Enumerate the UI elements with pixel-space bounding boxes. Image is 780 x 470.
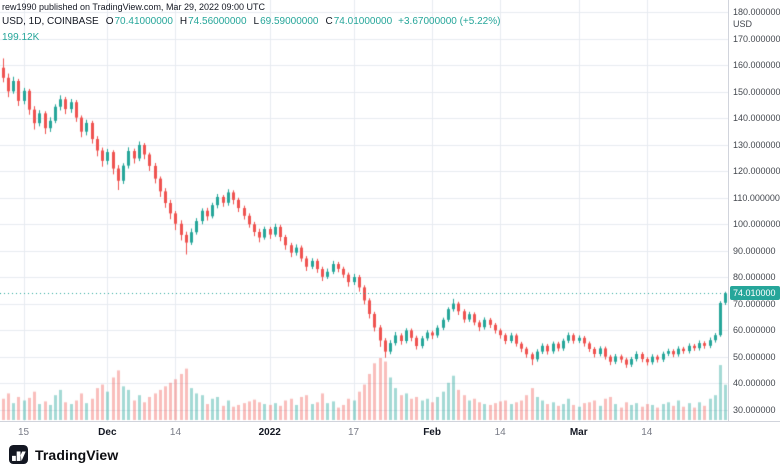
price-axis-label: 170.000000 <box>733 33 780 44</box>
price-axis[interactable]: 180.000000 170.000000 160.000000 150.000000… <box>728 0 780 421</box>
time-axis-label: 15 <box>18 427 30 438</box>
price-axis-label: 140.000000 <box>733 113 780 124</box>
price-axis-label: 110.000000 <box>733 192 780 203</box>
chart-header: rew1990 published on TradingView.com, Ma… <box>2 2 500 43</box>
price-axis-label: 60.000000 <box>733 325 776 336</box>
price-axis-label: 130.000000 <box>733 139 780 150</box>
ohlc-value: 74.56000000 <box>188 16 247 27</box>
last-price-label: 74.010000 <box>730 286 780 301</box>
attribution-line: rew1990 published on TradingView.com, Ma… <box>2 2 265 12</box>
time-axis-label: 14 <box>169 427 182 438</box>
ohlc-label: O <box>105 16 114 27</box>
price-axis-label: 160.000000 <box>733 60 780 71</box>
tradingview-wordmark[interactable]: TradingView <box>35 446 119 463</box>
ohlc-value: 69.59000000 <box>260 16 319 27</box>
price-axis-unit: USD <box>733 19 753 29</box>
ohlc-value: 74.01000000 <box>333 16 393 27</box>
price-axis-label: 40.000000 <box>733 378 776 389</box>
time-axis-label: Feb <box>423 427 441 438</box>
tradingview-branding: TradingView <box>9 445 118 464</box>
time-axis-label: 17 <box>347 427 360 438</box>
time-axis-label: Mar <box>569 427 588 438</box>
price-axis-label: 80.000000 <box>733 272 776 283</box>
ohlc-label: C <box>325 16 333 27</box>
price-axis-label: 90.000000 <box>733 245 776 256</box>
time-axis-label: 14 <box>494 427 506 438</box>
price-axis-label: 180.000000 <box>733 7 780 17</box>
volume-value: 199.12K <box>2 32 40 43</box>
ohlc-values: O70.41000000 H74.56000000 L69.59000000 C74.… <box>99 16 392 27</box>
ohlc-value: 70.41000000 <box>114 16 173 27</box>
price-axis-label: 70.000000 <box>733 298 776 309</box>
time-axis-label: 14 <box>641 427 653 438</box>
tradingview-logo-icon[interactable] <box>9 445 28 464</box>
time-axis[interactable]: 15 Dec 14 2022 17 Feb 14 Mar 14 <box>0 421 780 443</box>
change-value: +3.67000000 (+5.22%) <box>398 16 501 27</box>
price-axis-label: 120.000000 <box>733 166 780 177</box>
price-axis-label: 50.000000 <box>733 351 776 362</box>
time-axis-label: Dec <box>98 427 117 438</box>
symbol-ohlc-line: USD, 1D, COINBASE O70.41000000 H74.5600000… <box>2 16 500 27</box>
time-axis-label: 2022 <box>258 427 281 438</box>
price-axis-label: 30.000000 <box>733 405 776 415</box>
ohlc-label: L <box>253 16 260 27</box>
symbol-name: USD, 1D, COINBASE <box>2 16 99 27</box>
candlestick-chart[interactable] <box>0 0 728 421</box>
price-axis-label: 100.000000 <box>733 219 780 230</box>
price-axis-label: 150.000000 <box>733 86 780 97</box>
ohlc-label: H <box>179 16 188 27</box>
